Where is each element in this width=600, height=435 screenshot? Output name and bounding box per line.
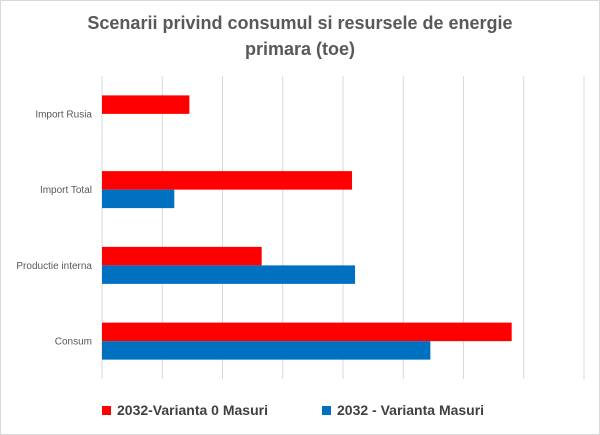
category-labels: Import Rusia Import Total Productie intern…: [16, 109, 92, 347]
bar-s2-c1: [102, 189, 175, 209]
bar-s2-c2: [102, 265, 356, 284]
legend: 2032-Varianta 0 Masuri 2032 - Varianta M…: [102, 402, 484, 418]
category-label-1: Import Total: [40, 185, 92, 196]
bar-s2-c3: [102, 341, 431, 360]
bar-s1-c1: [102, 171, 353, 190]
bar-s1-c0: [102, 95, 190, 114]
category-label-2: Productie interna: [16, 261, 92, 272]
legend-swatch-series-2: [322, 406, 331, 415]
legend-label-series-1: 2032-Varianta 0 Masuri: [117, 402, 268, 418]
bar-s1-c2: [102, 246, 262, 266]
category-label-0: Import Rusia: [35, 109, 92, 120]
bar-s1-c3: [102, 322, 512, 342]
chart-title-line-2: primara (toe): [245, 39, 355, 59]
bars: [102, 95, 512, 360]
legend-swatch-series-1: [102, 406, 111, 415]
chart-title-line-1: Scenarii privind consumul si resursele d…: [87, 13, 512, 33]
legend-label-series-2: 2032 - Varianta Masuri: [337, 402, 484, 418]
category-label-3: Consum: [55, 337, 92, 348]
gridlines: [101, 76, 585, 379]
